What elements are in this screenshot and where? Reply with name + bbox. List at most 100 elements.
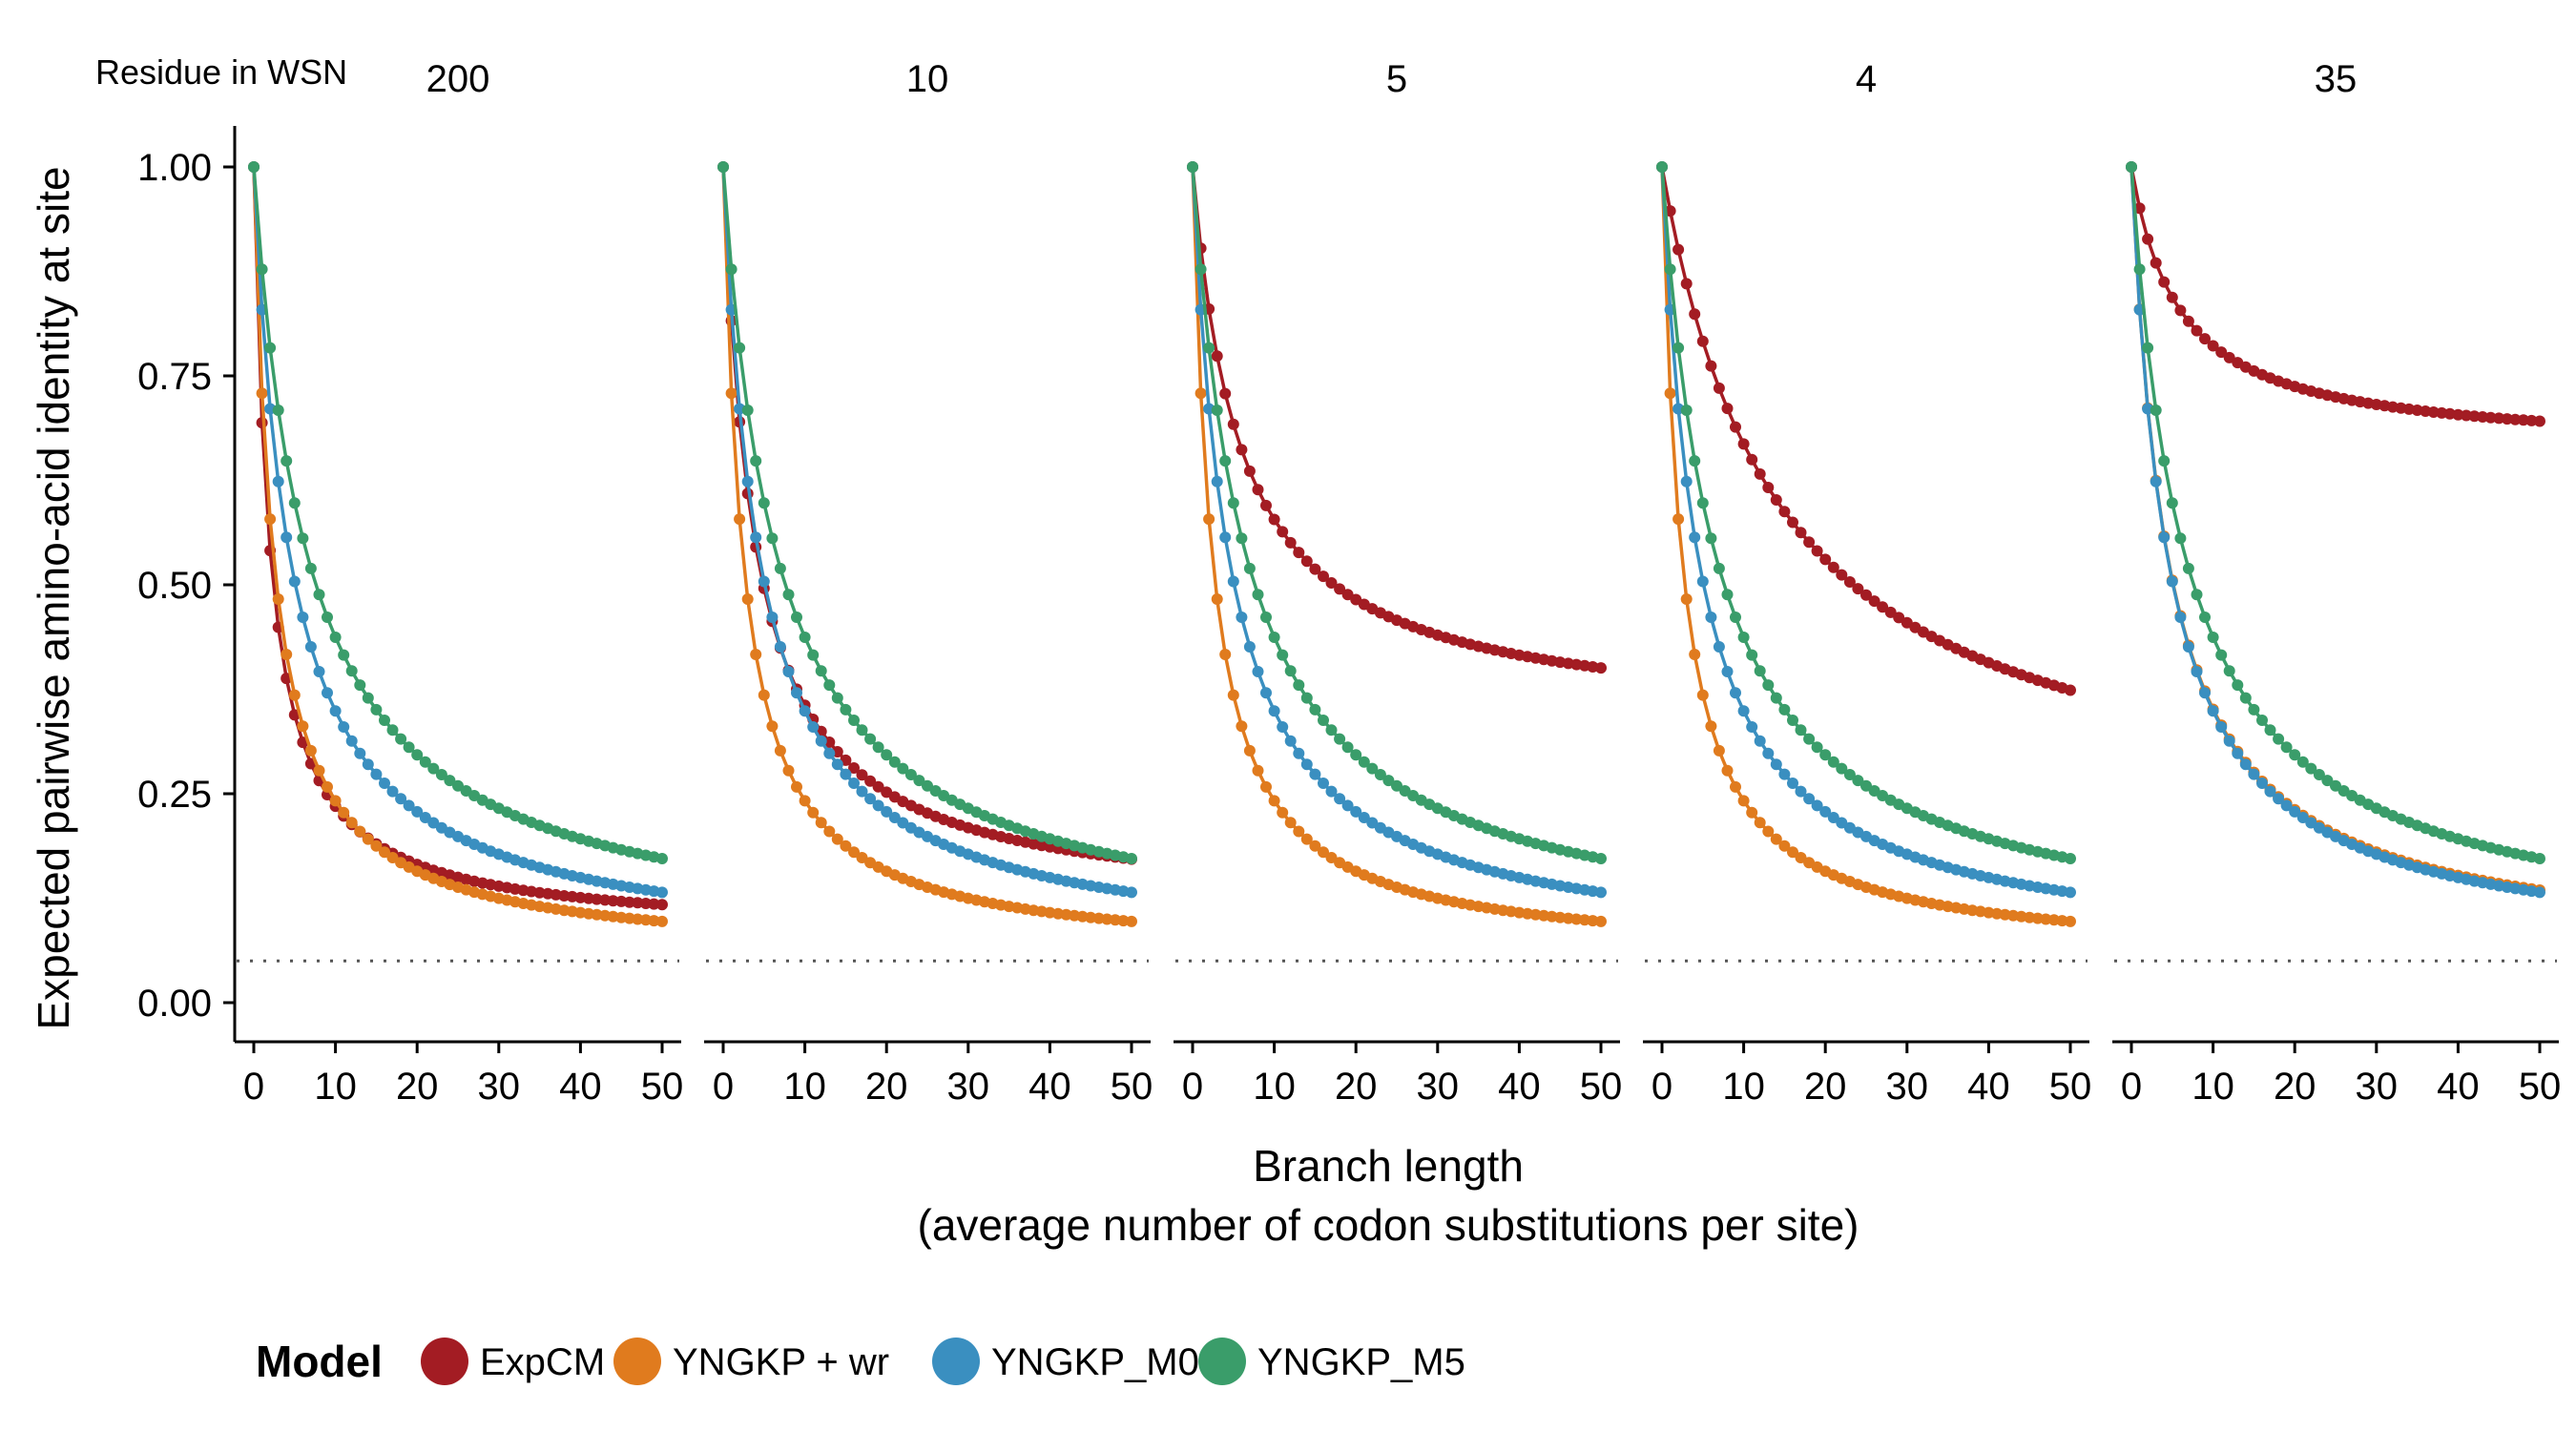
data-point [435, 769, 447, 780]
data-point [2296, 756, 2309, 768]
data-point [280, 455, 293, 467]
data-point [848, 715, 860, 726]
data-point [386, 852, 399, 863]
data-point [362, 692, 374, 704]
data-point [1680, 593, 1693, 605]
data-point [1260, 499, 1272, 511]
series-yngkp-m0 [1187, 161, 1607, 899]
data-point [774, 562, 786, 574]
data-point [872, 780, 884, 793]
y-tick-label: 0.75 [137, 356, 212, 398]
data-point [2207, 705, 2219, 717]
data-point [2166, 575, 2178, 588]
panel-200: 200 0 10 20 30 40 50 [235, 58, 683, 1108]
data-point [639, 898, 652, 909]
data-point [1689, 455, 1701, 467]
data-point [2321, 775, 2334, 787]
data-point [1268, 513, 1280, 526]
data-point [1300, 758, 1313, 771]
series-yngkp-m0 [1656, 161, 2076, 899]
data-point [362, 833, 374, 845]
data-point [2248, 768, 2260, 780]
data-point [1284, 536, 1297, 549]
data-point [1762, 825, 1775, 838]
data-point [2182, 562, 2194, 574]
data-point [1236, 444, 1248, 456]
series-line [252, 166, 663, 906]
data-point [427, 817, 440, 829]
data-point [1705, 360, 1717, 372]
series-yngkp-m5 [248, 161, 668, 864]
data-point [1374, 769, 1386, 780]
data-point [2223, 351, 2235, 363]
data-point [1195, 263, 1207, 276]
data-point [2248, 703, 2260, 716]
panel-title: 200 [426, 58, 490, 100]
x-tick-label: 20 [2274, 1066, 2316, 1108]
x-tick-label: 50 [2049, 1066, 2092, 1108]
x-tick-label: 0 [713, 1066, 734, 1108]
data-point [2264, 785, 2276, 798]
x-tick-label: 10 [1722, 1066, 1765, 1108]
data-point [823, 747, 836, 759]
data-point [2182, 641, 2194, 653]
data-point [322, 687, 333, 699]
data-point [1595, 662, 1607, 674]
data-point [1219, 531, 1232, 544]
data-point [2065, 853, 2076, 864]
data-point [1787, 778, 1798, 789]
data-point [2065, 915, 2076, 927]
series-expcm [717, 161, 1137, 865]
x-tick-label: 10 [783, 1066, 826, 1108]
data-point [1318, 715, 1329, 726]
x-tick-label: 40 [1498, 1066, 1541, 1108]
data-point [1836, 762, 1848, 775]
data-point [1778, 506, 1791, 518]
data-point [2501, 413, 2513, 425]
data-point [1284, 735, 1297, 747]
data-point [1689, 531, 1701, 544]
data-point [297, 720, 309, 733]
data-point [741, 593, 754, 605]
data-point [2158, 276, 2171, 288]
data-point [1325, 724, 1338, 736]
data-point [1325, 577, 1338, 589]
data-point [2256, 715, 2268, 726]
x-axis-label-line2: (average number of codon substitutions p… [918, 1200, 1859, 1250]
x-tick-label: 40 [2437, 1066, 2480, 1108]
data-point [427, 762, 440, 775]
data-point [297, 532, 309, 545]
data-point [615, 895, 628, 907]
data-point [2150, 475, 2162, 487]
data-point [1318, 778, 1329, 789]
data-point [799, 795, 811, 807]
data-point [354, 679, 366, 692]
data-point [1705, 720, 1717, 733]
data-point [2223, 735, 2235, 747]
data-point [807, 649, 820, 661]
x-tick-label: 20 [865, 1066, 908, 1108]
data-point [2215, 721, 2228, 733]
legend-swatch [932, 1338, 980, 1385]
series-yngkp-m5 [717, 161, 1137, 864]
data-point [1309, 768, 1321, 780]
data-point [370, 768, 383, 780]
data-point [403, 799, 415, 812]
data-point [1803, 536, 1816, 549]
data-point [1819, 553, 1832, 566]
data-point [1827, 756, 1839, 768]
data-point [2126, 161, 2137, 173]
data-point [2207, 632, 2219, 643]
data-point [2452, 408, 2464, 421]
data-point [1778, 768, 1791, 780]
x-tick-label: 10 [314, 1066, 357, 1108]
data-point [1268, 705, 1280, 717]
data-point [2223, 665, 2235, 677]
data-point [2239, 692, 2252, 704]
x-tick-label: 10 [2192, 1066, 2234, 1108]
data-point [256, 387, 268, 400]
data-point [734, 342, 746, 354]
data-point [1843, 769, 1856, 780]
data-point [256, 263, 268, 276]
